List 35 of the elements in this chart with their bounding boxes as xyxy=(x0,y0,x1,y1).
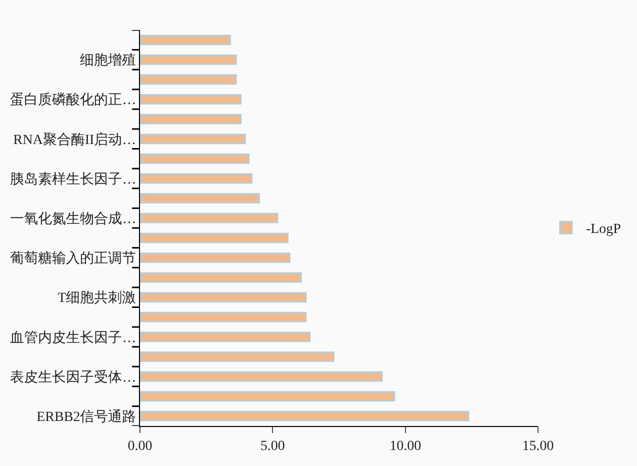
y-tick-label: T细胞共刺激 xyxy=(58,290,136,306)
y-tick-label: RNA聚合酶II启动… xyxy=(13,132,136,148)
bar xyxy=(140,292,307,303)
x-tick-label: 5.00 xyxy=(260,438,285,454)
bar xyxy=(140,114,242,124)
y-tick-label: 一氧化氮生物合成… xyxy=(10,211,136,227)
bar xyxy=(140,34,231,46)
y-tick-label: 葡萄糖输入的正调节 xyxy=(10,250,136,267)
bar xyxy=(140,212,278,224)
bar xyxy=(140,94,242,105)
bar xyxy=(140,371,383,382)
y-tick-label: ERBB2信号通路 xyxy=(36,409,136,425)
bar xyxy=(140,312,307,322)
x-tick-label: 15.00 xyxy=(522,438,554,454)
bar xyxy=(140,134,246,144)
y-tick-label: 蛋白质磷酸化的正… xyxy=(10,92,136,108)
bar xyxy=(140,74,237,85)
legend-label: -LogP xyxy=(586,222,622,238)
bar xyxy=(140,154,250,164)
bar xyxy=(140,173,252,184)
bar xyxy=(140,252,290,263)
bar xyxy=(140,193,260,204)
y-tick-label: 胰岛素样生长因子… xyxy=(10,171,136,188)
bar xyxy=(140,410,470,422)
bar xyxy=(140,54,237,65)
bar xyxy=(140,391,396,402)
y-tick-label: 细胞增殖 xyxy=(80,52,136,69)
y-tick-label: 表皮生长因子受体… xyxy=(10,369,136,386)
x-tick-label: 10.00 xyxy=(390,438,422,454)
bar xyxy=(140,232,289,244)
x-tick-label: 0.00 xyxy=(128,438,152,454)
y-tick-label: 血管内皮生长因子… xyxy=(10,330,136,346)
bar xyxy=(140,332,311,342)
bar xyxy=(140,272,302,283)
bar xyxy=(140,352,334,362)
